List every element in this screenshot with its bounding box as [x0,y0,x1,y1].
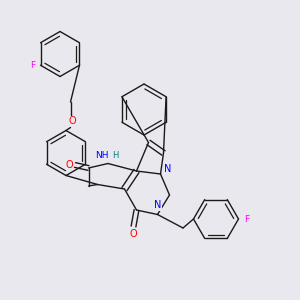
Text: O: O [65,160,73,170]
Text: F: F [244,214,250,224]
Text: O: O [68,116,76,127]
Text: N: N [164,164,172,175]
Text: O: O [130,229,137,239]
Text: H: H [112,152,119,160]
Text: N: N [154,200,161,211]
Text: NH: NH [95,152,109,160]
Text: F: F [31,61,36,70]
